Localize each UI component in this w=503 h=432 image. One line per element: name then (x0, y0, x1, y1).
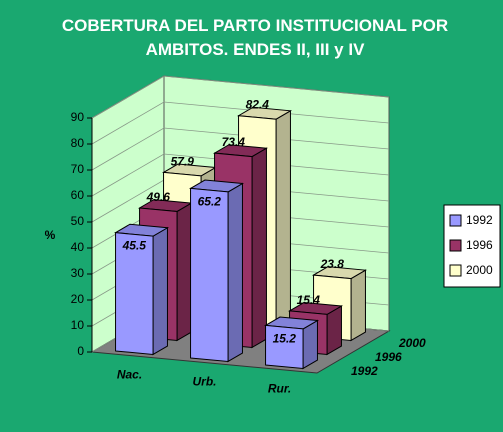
bar-side (152, 226, 168, 356)
legend-swatch (449, 239, 462, 252)
data-label: 23.8 (320, 257, 345, 271)
y-tick-label: 20 (71, 292, 85, 306)
data-label: 49.6 (146, 190, 171, 204)
depth-tick-label: 1992 (351, 364, 378, 378)
y-tick-label: 0 (77, 344, 84, 358)
grid-line (91, 127, 390, 171)
bar-side (227, 182, 243, 363)
y-tick-label: 10 (71, 318, 85, 332)
data-label: 57.9 (171, 154, 195, 168)
depth-tick-label: 2000 (398, 336, 426, 350)
bar-side (176, 202, 192, 342)
y-tick-label: 60 (71, 188, 85, 202)
data-label: 65.2 (198, 194, 222, 208)
chart-title: COBERTURA DEL PARTO INSTITUCIONAL POR AM… (61, 16, 449, 59)
bar (190, 187, 229, 362)
legend-label: 2000 (466, 263, 493, 277)
y-tick-label: 50 (71, 214, 85, 228)
y-tick-label: 40 (71, 240, 85, 254)
bar (265, 324, 304, 369)
x-tick-label: Urb. (193, 375, 217, 389)
data-label: 73.4 (222, 135, 246, 149)
x-tick-label: Nac. (117, 368, 142, 382)
legend-label: 1992 (466, 213, 493, 227)
y-tick-label: 70 (71, 162, 85, 176)
grid-line (91, 75, 390, 119)
bar (115, 232, 154, 355)
data-label: 15.4 (297, 293, 321, 307)
y-axis-label: % (45, 228, 56, 242)
bar-side (251, 147, 267, 349)
depth-tick-label: 1996 (375, 350, 402, 364)
y-tick-label: 90 (71, 110, 85, 124)
legend-label: 1996 (466, 238, 493, 252)
data-label: 82.4 (246, 98, 270, 112)
grid-line (91, 153, 390, 197)
y-tick-label: 30 (71, 266, 85, 280)
x-tick-label: Rur. (268, 382, 291, 396)
grid-line (91, 101, 390, 145)
y-tick-label: 80 (71, 136, 85, 150)
data-label: 45.5 (122, 239, 147, 253)
bar-side (350, 269, 366, 342)
bar-side (275, 109, 291, 335)
legend-swatch (449, 214, 462, 227)
legend-swatch (449, 264, 462, 277)
data-label: 15.2 (273, 331, 297, 345)
